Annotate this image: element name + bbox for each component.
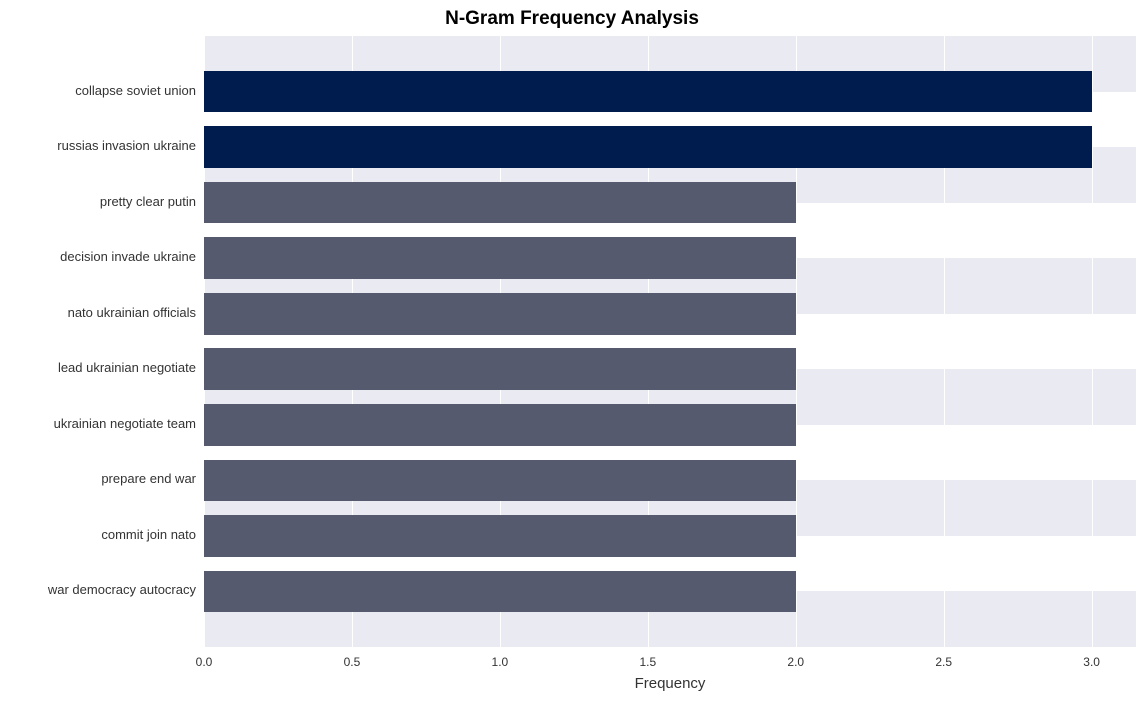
grid-line xyxy=(1092,36,1093,647)
chart-title: N-Gram Frequency Analysis xyxy=(0,8,1144,30)
x-tick-label: 1.5 xyxy=(639,655,656,669)
y-tick-label: war democracy autocracy xyxy=(0,582,196,597)
bar xyxy=(204,571,796,613)
x-tick-label: 1.0 xyxy=(492,655,509,669)
y-tick-label: ukrainian negotiate team xyxy=(0,416,196,431)
bar xyxy=(204,293,796,335)
y-tick-label: collapse soviet union xyxy=(0,83,196,98)
y-tick-label: decision invade ukraine xyxy=(0,249,196,264)
bar xyxy=(204,515,796,557)
x-tick-label: 0.0 xyxy=(196,655,213,669)
bar xyxy=(204,404,796,446)
y-tick-label: commit join nato xyxy=(0,527,196,542)
bar xyxy=(204,126,1092,168)
bar xyxy=(204,71,1092,113)
y-tick-label: lead ukrainian negotiate xyxy=(0,360,196,375)
plot-area xyxy=(204,36,1136,647)
y-tick-label: russias invasion ukraine xyxy=(0,138,196,153)
x-tick-label: 2.5 xyxy=(935,655,952,669)
x-tick-label: 3.0 xyxy=(1083,655,1100,669)
bar xyxy=(204,348,796,390)
x-axis-label: Frequency xyxy=(204,675,1136,692)
x-tick-label: 0.5 xyxy=(344,655,361,669)
bar xyxy=(204,237,796,279)
bar xyxy=(204,182,796,224)
y-tick-label: nato ukrainian officials xyxy=(0,305,196,320)
chart-container: N-Gram Frequency Analysis Frequency coll… xyxy=(0,0,1144,701)
y-tick-label: prepare end war xyxy=(0,471,196,486)
bar xyxy=(204,460,796,502)
y-tick-label: pretty clear putin xyxy=(0,194,196,209)
x-tick-label: 2.0 xyxy=(787,655,804,669)
